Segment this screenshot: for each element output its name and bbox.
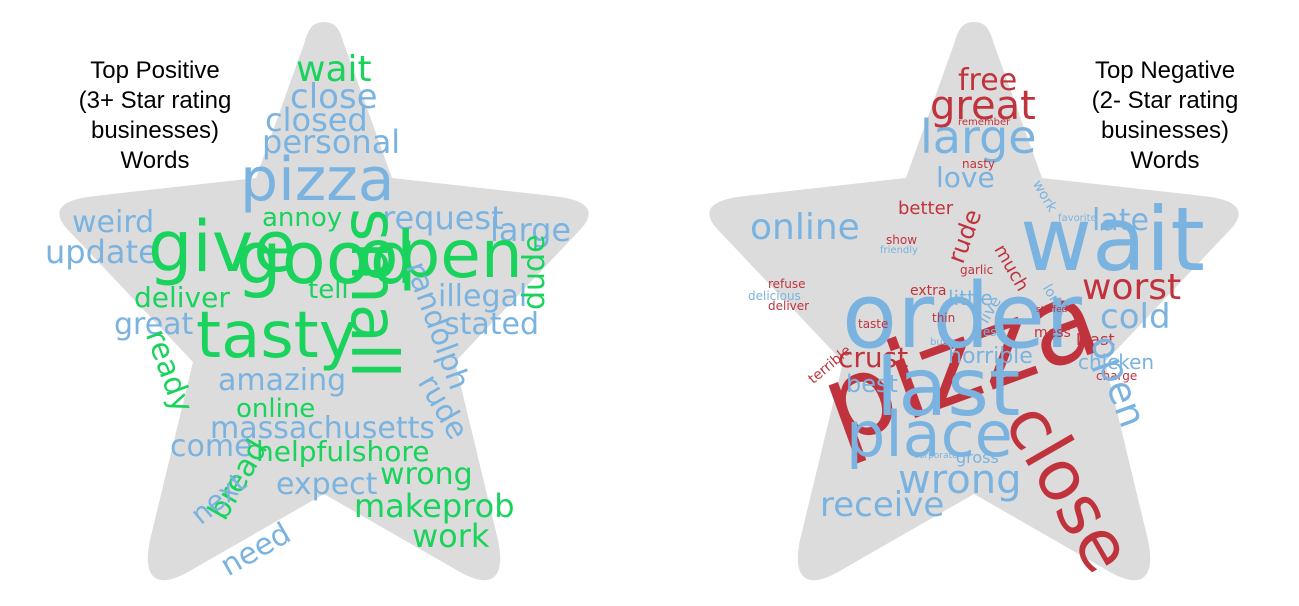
word-come: come — [170, 429, 253, 464]
word-remember: remember — [958, 117, 1011, 128]
positive-panel: Top Positive (3+ Star rating businesses)… — [0, 0, 649, 606]
caption-line: (2- Star rating — [1091, 87, 1239, 114]
word-good: good — [236, 216, 416, 300]
caption-line: Words — [120, 147, 190, 174]
word-worst: worst — [1082, 267, 1182, 308]
star-shape-positive — [59, 22, 589, 581]
caption-line: Top Positive — [90, 57, 220, 84]
word-large: large — [490, 211, 572, 249]
word-refuse: refuse — [768, 277, 806, 291]
word-crust: crust — [838, 341, 909, 374]
word-love: love — [936, 161, 995, 194]
word-place: place — [846, 398, 1013, 471]
word-late: late — [1092, 203, 1149, 238]
word-illegal: illegal — [438, 279, 528, 314]
word-thin: thin — [932, 311, 956, 325]
word-great: great — [114, 307, 194, 342]
word-chicken: chicken — [1078, 350, 1155, 374]
word-best: best — [846, 370, 898, 398]
word-wait: wait — [1020, 188, 1205, 291]
word-wrong: wrong — [898, 457, 1022, 503]
word-work: work — [412, 517, 490, 555]
word-makeprob: makeprob — [354, 487, 515, 525]
word-deliver: deliver — [768, 299, 810, 313]
word-corporate: corporate — [914, 451, 958, 461]
word-garlic: garlic — [960, 263, 994, 277]
caption-line: businesses) — [90, 117, 220, 144]
word-dude: dude — [517, 234, 552, 310]
word-online: online — [236, 394, 316, 424]
negative-caption: Top Negative (2- Star rating businesses)… — [1070, 56, 1260, 176]
word-closed: closed — [265, 101, 368, 139]
word-little: little — [948, 286, 993, 310]
word-large: large — [920, 110, 1037, 164]
word-cold: cold — [1100, 297, 1171, 337]
word-stated: stated — [444, 307, 540, 342]
word-taste: taste — [858, 317, 889, 331]
negative-panel: Top Negative (2- Star rating businesses)… — [650, 0, 1299, 606]
word-online: online — [750, 207, 860, 248]
star-shape-negative — [709, 22, 1239, 581]
word-charge: charge — [1096, 369, 1138, 383]
word-amazing: amazing — [218, 363, 347, 398]
word-order: order — [842, 264, 1082, 369]
caption-line: Top Negative — [1094, 57, 1236, 84]
word-open: open — [358, 216, 523, 293]
word-request: request — [382, 199, 504, 237]
word-wrong: wrong — [380, 457, 473, 492]
word-last: last — [876, 341, 1021, 434]
word-horrible: horrible — [948, 344, 1033, 369]
word-mess: mess — [1034, 325, 1071, 341]
word-close: close — [290, 77, 378, 117]
word-give: give — [148, 206, 297, 288]
word-fresh: fresh — [974, 325, 1005, 339]
word-busy: busy — [930, 337, 954, 348]
word-tasty: tasty — [196, 299, 357, 373]
word-delicious: delicious — [748, 289, 801, 303]
word-small: small — [336, 208, 410, 379]
word-weird: weird — [72, 205, 155, 240]
word-extra: extra — [910, 283, 947, 299]
word-tell: tell — [308, 275, 349, 305]
word-better: better — [898, 198, 954, 219]
word-massachusetts: massachusetts — [210, 411, 436, 446]
word-receive: receive — [820, 485, 945, 525]
word-stuffed: stuffed — [1036, 305, 1068, 315]
word-friendly: friendly — [880, 245, 918, 256]
word-wait: wait — [296, 49, 372, 90]
word-free: free — [958, 63, 1018, 98]
word-helpfulshore: helpfulshore — [256, 435, 430, 468]
word-annoy: annoy — [262, 203, 343, 233]
word-show: show — [886, 233, 918, 247]
word-expect: expect — [276, 467, 378, 502]
word-personal: personal — [262, 123, 401, 161]
word-gross: gross — [956, 448, 999, 467]
caption-line: (3+ Star rating — [78, 87, 232, 114]
word-pizza: pizza — [240, 145, 395, 215]
caption-line: Words — [1130, 147, 1200, 174]
word-update: update — [45, 233, 158, 271]
word-deliver: deliver — [134, 281, 230, 314]
positive-caption: Top Positive (3+ Star rating businesses)… — [60, 56, 250, 176]
word-great: great — [930, 83, 1036, 129]
word-favorite: favorite — [1058, 213, 1097, 224]
caption-line: businesses) — [1100, 117, 1230, 144]
word-least: least — [1076, 330, 1115, 349]
word-nasty: nasty — [962, 157, 996, 171]
